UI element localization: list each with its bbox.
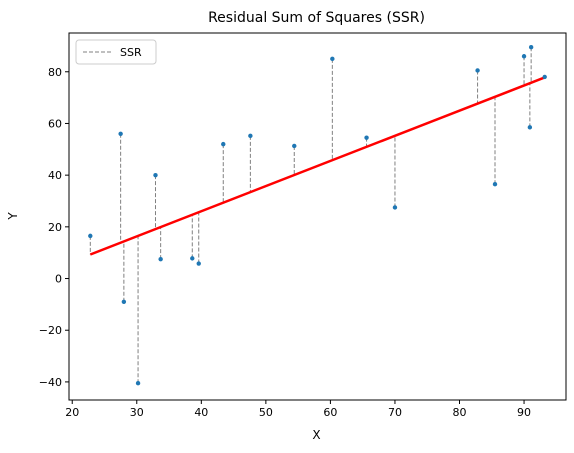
x-tick-label-20: 20	[65, 406, 79, 419]
y-tick-label--20: −20	[39, 324, 62, 337]
residual-lines	[89, 47, 546, 384]
data-point-5	[158, 256, 163, 262]
data-point-12	[364, 135, 369, 140]
x-tick-label-50: 50	[259, 406, 273, 419]
x-axis-label: X	[312, 428, 320, 442]
y-axis-ticks: −40 −20 0 20 40 60 80	[39, 66, 69, 389]
data-point-16	[521, 54, 527, 59]
data-point-11	[330, 56, 335, 62]
x-tick-label-90: 90	[517, 406, 531, 419]
plot-frame	[68, 32, 567, 401]
data-point-13	[392, 205, 398, 210]
data-points	[88, 45, 547, 386]
data-point-15	[492, 181, 498, 187]
x-tick-label-30: 30	[130, 406, 144, 419]
data-point-1	[118, 131, 123, 136]
regression-line	[89, 76, 546, 256]
y-tick-label-80: 80	[48, 66, 62, 79]
chart-title: Residual Sum of Squares (SSR)	[208, 10, 425, 26]
y-tick-label-40: 40	[48, 169, 62, 182]
legend-box	[75, 39, 157, 65]
y-tick-label-20: 20	[48, 221, 62, 234]
x-tick-label-70: 70	[388, 406, 402, 419]
y-axis-label: Y	[6, 212, 20, 221]
data-point-7	[196, 261, 201, 266]
data-point-17	[527, 125, 533, 130]
x-tick-label-80: 80	[453, 406, 467, 419]
legend: SSR	[75, 39, 157, 65]
legend-ssr-label: SSR	[120, 46, 142, 59]
data-point-0	[88, 233, 93, 239]
data-point-18	[528, 45, 534, 50]
data-point-14	[475, 68, 480, 73]
data-point-3	[135, 381, 141, 386]
data-point-9	[248, 133, 253, 139]
data-point-2	[121, 299, 127, 304]
x-tick-label-60: 60	[323, 406, 337, 419]
y-tick-label-0: 0	[55, 273, 62, 286]
data-point-8	[221, 141, 226, 147]
y-tick-label--40: −40	[39, 376, 62, 389]
regression-line-group	[89, 76, 546, 256]
x-axis-ticks: 20 30 40 50 60 70 80 90	[65, 400, 531, 419]
x-tick-label-40: 40	[194, 406, 208, 419]
y-tick-label-60: 60	[48, 117, 62, 130]
data-point-10	[292, 143, 297, 149]
data-point-4	[153, 172, 158, 178]
data-point-6	[190, 256, 195, 261]
data-point-19	[542, 74, 547, 80]
